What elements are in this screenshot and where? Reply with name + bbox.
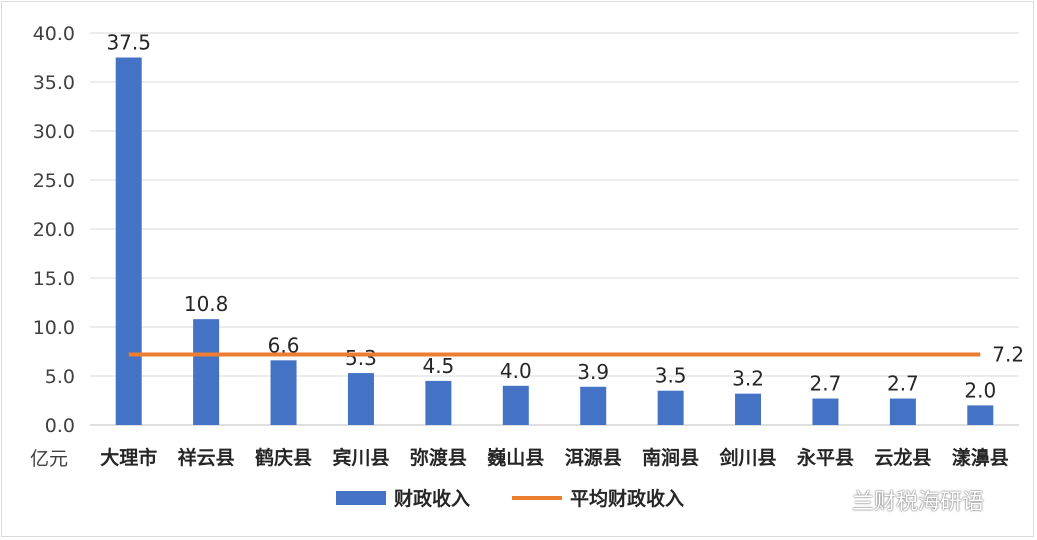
y-tick-label: 40.0 <box>33 23 75 45</box>
watermark: 兰财税海研语 <box>810 484 984 516</box>
y-tick-label: 30.0 <box>33 121 75 143</box>
category-label: 永平县 <box>796 446 854 469</box>
y-tick-label: 25.0 <box>33 170 75 192</box>
category-label: 祥云县 <box>178 446 235 469</box>
category-label: 云龙县 <box>874 446 931 469</box>
bar <box>967 405 994 425</box>
category-label: 弥渡县 <box>410 446 467 469</box>
bar <box>735 393 762 425</box>
y-tick-label: 15.0 <box>33 268 75 290</box>
y-tick-label: 5.0 <box>45 366 75 388</box>
bar <box>193 319 220 425</box>
bar <box>425 380 452 425</box>
bar <box>270 360 297 425</box>
data-label: 10.8 <box>184 292 229 316</box>
y-tick-label: 35.0 <box>33 72 75 94</box>
bar <box>347 373 374 425</box>
y-tick-label: 0.0 <box>45 415 75 437</box>
data-label: 2.7 <box>810 372 842 396</box>
bar <box>657 390 684 425</box>
data-label: 3.9 <box>577 360 609 384</box>
data-label: 4.0 <box>500 359 532 383</box>
data-label: 4.5 <box>422 354 454 378</box>
legend-swatch-bar <box>336 491 386 505</box>
bar <box>812 398 839 425</box>
bar <box>115 57 142 425</box>
category-label: 宾川县 <box>332 446 389 469</box>
category-label: 漾濞县 <box>952 446 1009 469</box>
bar <box>502 385 529 425</box>
bar <box>889 398 916 425</box>
data-label: 2.0 <box>964 378 996 402</box>
category-label: 巍山县 <box>487 447 544 469</box>
category-label: 剑川县 <box>719 446 777 469</box>
y-tick-label: 20.0 <box>33 219 75 241</box>
category-label: 大理市 <box>100 446 157 469</box>
y-unit-label: 亿元 <box>30 448 68 470</box>
data-label: 3.2 <box>732 367 764 391</box>
data-label: 3.5 <box>655 364 687 388</box>
category-label: 洱源县 <box>565 446 622 469</box>
category-label: 鹤庆县 <box>255 446 312 469</box>
watermark-text: 兰财税海研语 <box>852 490 985 515</box>
legend-label: 平均财政收入 <box>570 487 684 510</box>
wechat-icon <box>810 486 845 513</box>
category-label: 南涧县 <box>642 447 699 469</box>
y-tick-label: 10.0 <box>33 317 75 339</box>
average-label: 7.2 <box>992 342 1024 366</box>
legend-label: 财政收入 <box>394 487 470 510</box>
data-label: 37.5 <box>106 31 151 55</box>
data-label: 2.7 <box>887 372 919 396</box>
bar <box>580 386 607 425</box>
data-label: 5.3 <box>345 346 377 370</box>
